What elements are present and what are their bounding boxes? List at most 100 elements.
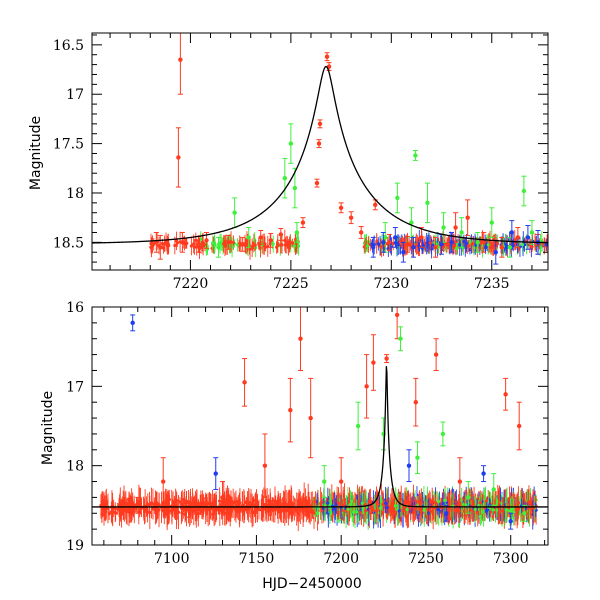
data-point: [496, 500, 500, 504]
data-point: [462, 509, 467, 513]
data-point: [232, 210, 237, 215]
data-point: [181, 506, 185, 511]
data-point: [326, 501, 330, 505]
data-point: [397, 509, 401, 513]
data-point: [288, 502, 292, 506]
data-point: [304, 500, 308, 505]
data-point: [336, 501, 341, 505]
data-point: [458, 242, 462, 246]
data-point: [186, 507, 191, 512]
data-point: [101, 507, 107, 512]
data-point: [526, 500, 531, 504]
data-point: [520, 242, 525, 247]
data-point: [271, 508, 275, 512]
data-point: [486, 243, 490, 247]
data-point: [322, 479, 327, 484]
data-point: [292, 244, 296, 248]
data-point: [511, 244, 515, 248]
data-point: [393, 504, 398, 508]
data-point: [481, 471, 486, 476]
data-point: [149, 245, 153, 250]
data-point: [178, 57, 183, 62]
bottom-ylabel: Magnitude: [40, 391, 56, 465]
data-point: [240, 242, 245, 247]
data-point: [211, 241, 215, 245]
data-point: [428, 241, 432, 245]
data-point: [128, 502, 132, 506]
data-point: [246, 500, 250, 504]
data-point: [459, 230, 464, 235]
bottom-xlabel: HJD−2450000: [262, 576, 362, 592]
data-point: [154, 500, 158, 504]
data-point: [501, 509, 505, 513]
data-point: [415, 455, 420, 460]
data-point: [441, 225, 446, 230]
data-point: [437, 499, 441, 503]
data-point: [473, 243, 477, 248]
data-point: [368, 500, 372, 504]
data-point: [495, 508, 499, 512]
data-point: [355, 423, 361, 429]
data-point: [250, 508, 254, 513]
data-point: [317, 121, 323, 127]
data-point: [430, 246, 434, 251]
data-point: [201, 241, 205, 245]
data-point: [294, 230, 300, 235]
data-point: [253, 243, 257, 247]
data-point: [466, 495, 471, 500]
data-point: [449, 508, 454, 513]
data-point: [217, 507, 221, 511]
data-point: [190, 502, 195, 506]
data-point: [196, 511, 200, 516]
data-point: [405, 242, 410, 247]
data-point: [189, 244, 193, 248]
data-point: [279, 510, 283, 514]
data-point: [355, 510, 359, 514]
series-red: [153, 33, 541, 260]
data-point: [263, 245, 268, 249]
data-point: [338, 205, 344, 210]
data-point: [381, 502, 385, 507]
data-point: [393, 235, 398, 240]
data-point: [414, 242, 418, 246]
data-point: [113, 510, 117, 514]
data-point: [440, 431, 446, 437]
data-point: [226, 240, 231, 245]
data-point: [411, 511, 416, 515]
data-point: [544, 243, 548, 247]
data-point: [365, 244, 369, 248]
model-curve: [92, 65, 548, 244]
data-point: [319, 500, 324, 504]
data-point: [484, 499, 489, 503]
data-point: [394, 312, 400, 318]
series-green: [216, 123, 535, 258]
data-point: [316, 141, 322, 146]
x-axis: 7220 7225 7230 7235: [109, 33, 533, 292]
data-point: [322, 506, 326, 511]
y-tick-label: 17: [66, 87, 84, 103]
data-point: [413, 153, 418, 158]
data-point: [196, 242, 201, 247]
data-point: [279, 243, 283, 247]
series-blue: [370, 220, 541, 265]
top-panel: 7220 7225 7230 7235 16.5 17 17.5 18 18.5: [53, 32, 549, 292]
data-point: [176, 155, 181, 160]
x-tick-label: 7230: [373, 276, 409, 292]
data-point: [454, 246, 459, 251]
data-point: [430, 500, 435, 504]
data-point: [313, 499, 317, 504]
data-point: [204, 506, 208, 511]
data-point: [204, 238, 209, 243]
data-point: [258, 235, 263, 240]
y-tick-label: 18.5: [53, 235, 84, 251]
data-point: [453, 225, 458, 230]
data-point: [358, 230, 364, 235]
data-point: [183, 241, 188, 245]
data-point: [439, 242, 444, 247]
data-point: [142, 506, 146, 511]
data-point: [426, 511, 430, 515]
data-point: [507, 245, 513, 250]
data-point: [489, 220, 494, 225]
data-point: [385, 506, 389, 510]
data-point: [460, 513, 464, 517]
